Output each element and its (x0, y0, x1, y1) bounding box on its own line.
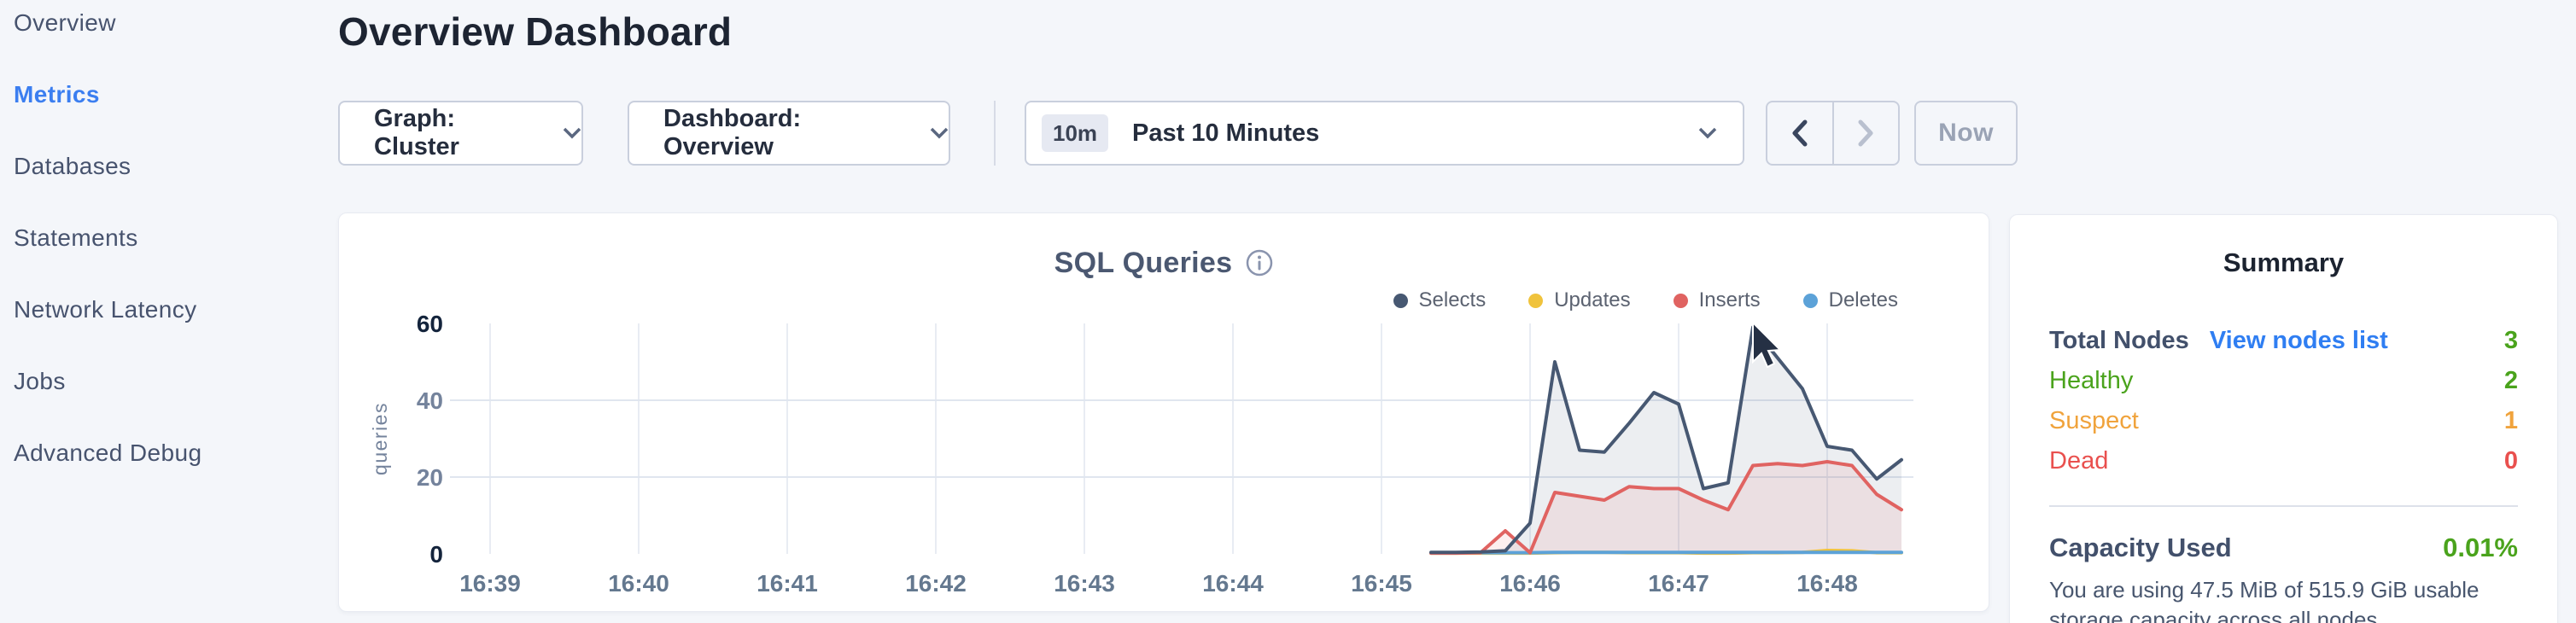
deletes-dot-icon (1802, 293, 1818, 308)
chevron-down-icon (1698, 127, 1717, 139)
chevron-right-icon (1858, 119, 1873, 147)
now-button[interactable]: Now (1914, 101, 2018, 166)
page-title: Overview Dashboard (338, 9, 733, 54)
time-window-dropdown[interactable]: 10m Past 10 Minutes (1025, 101, 1744, 166)
chevron-down-icon (563, 127, 581, 139)
sql-queries-plot[interactable]: 16:39 16:40 16:41 16:42 16:43 16:44 16:45 16:46… (339, 213, 1990, 611)
svg-text:16:48: 16:48 (1796, 570, 1858, 597)
capacity-description: You are using 47.5 MiB of 515.9 GiB usab… (2049, 577, 2480, 623)
time-window-badge: 10m (1042, 114, 1109, 152)
sidebar: Overview Metrics Databases Statements Ne… (0, 0, 335, 623)
selects-dot-icon (1393, 293, 1408, 308)
sidebar-item-network-latency[interactable]: Network Latency (14, 296, 197, 323)
healthy-label: Healthy (2049, 367, 2134, 394)
dead-nodes-row: Dead 0 (2049, 441, 2518, 481)
healthy-value: 2 (2503, 367, 2518, 394)
svg-text:16:39: 16:39 (459, 570, 521, 597)
svg-text:16:42: 16:42 (905, 570, 967, 597)
total-nodes-row: Total Nodes View nodes list 3 (2049, 321, 2518, 361)
info-icon[interactable] (1246, 249, 1273, 277)
capacity-value: 0.01% (2443, 533, 2518, 562)
summary-title: Summary (2223, 247, 2345, 277)
total-nodes-label: Total Nodes (2049, 327, 2189, 354)
suspect-nodes-row: Suspect 1 (2049, 401, 2518, 441)
sql-queries-chart-card: SQL Queries Selects Updates Inserts Dele… (338, 213, 1989, 612)
svg-text:60: 60 (417, 311, 443, 337)
time-window-label: Past 10 Minutes (1132, 119, 1320, 147)
legend-label: Updates (1554, 288, 1631, 312)
legend-item-updates[interactable]: Updates (1528, 288, 1631, 312)
chevron-left-icon (1792, 119, 1808, 147)
chevron-down-icon (930, 127, 949, 139)
svg-text:16:44: 16:44 (1202, 570, 1264, 597)
legend-label: Selects (1418, 288, 1487, 312)
dead-label: Dead (2049, 447, 2109, 475)
legend-item-inserts[interactable]: Inserts (1673, 288, 1761, 312)
svg-text:16:40: 16:40 (608, 570, 669, 597)
mouse-cursor (1752, 321, 1783, 369)
capacity-label: Capacity Used (2049, 533, 2232, 562)
legend-item-deletes[interactable]: Deletes (1802, 288, 1898, 312)
healthy-nodes-row: Healthy 2 (2049, 361, 2518, 401)
legend-label: Inserts (1698, 288, 1761, 312)
capacity-row: Capacity Used 0.01% (2049, 533, 2518, 563)
svg-text:16:45: 16:45 (1351, 570, 1412, 597)
summary-divider (2049, 505, 2518, 507)
svg-text:16:47: 16:47 (1648, 570, 1709, 597)
total-nodes-value: 3 (2503, 327, 2518, 354)
suspect-label: Suspect (2049, 407, 2139, 434)
legend-label: Deletes (1828, 288, 1898, 312)
sidebar-item-statements[interactable]: Statements (14, 224, 138, 251)
dashboard-label: Dashboard: Overview (663, 105, 802, 160)
view-nodes-list-link[interactable]: View nodes list (2209, 327, 2388, 354)
graph-scope-dropdown[interactable]: Graph: Cluster (338, 101, 583, 166)
controls-divider (994, 101, 996, 166)
svg-text:16:41: 16:41 (756, 570, 818, 597)
time-shift-forward-button[interactable] (1831, 102, 1899, 164)
sidebar-item-advanced-debug[interactable]: Advanced Debug (14, 440, 202, 466)
dead-value: 0 (2503, 447, 2518, 475)
time-shift-group (1766, 101, 1900, 166)
svg-text:16:46: 16:46 (1499, 570, 1561, 597)
svg-text:20: 20 (417, 464, 443, 491)
dashboard-dropdown[interactable]: Dashboard: Overview (628, 101, 950, 166)
chart-title: SQL Queries (1054, 246, 1233, 279)
updates-dot-icon (1528, 293, 1544, 308)
chart-legend: Selects Updates Inserts Deletes (1393, 288, 1898, 312)
time-shift-back-button[interactable] (1767, 102, 1832, 164)
suspect-value: 1 (2503, 407, 2518, 434)
sidebar-item-overview[interactable]: Overview (14, 9, 116, 36)
sidebar-item-metrics[interactable]: Metrics (14, 81, 100, 108)
svg-text:16:43: 16:43 (1054, 570, 1115, 597)
svg-text:queries: queries (369, 402, 391, 475)
svg-text:40: 40 (417, 387, 443, 414)
legend-item-selects[interactable]: Selects (1393, 288, 1487, 312)
summary-panel: Summary Total Nodes View nodes list 3 He… (2009, 214, 2558, 623)
svg-text:0: 0 (429, 541, 443, 568)
graph-scope-label: Graph: Cluster (374, 105, 459, 160)
sidebar-item-jobs[interactable]: Jobs (14, 368, 66, 394)
sidebar-item-databases[interactable]: Databases (14, 153, 131, 179)
inserts-dot-icon (1673, 293, 1688, 308)
